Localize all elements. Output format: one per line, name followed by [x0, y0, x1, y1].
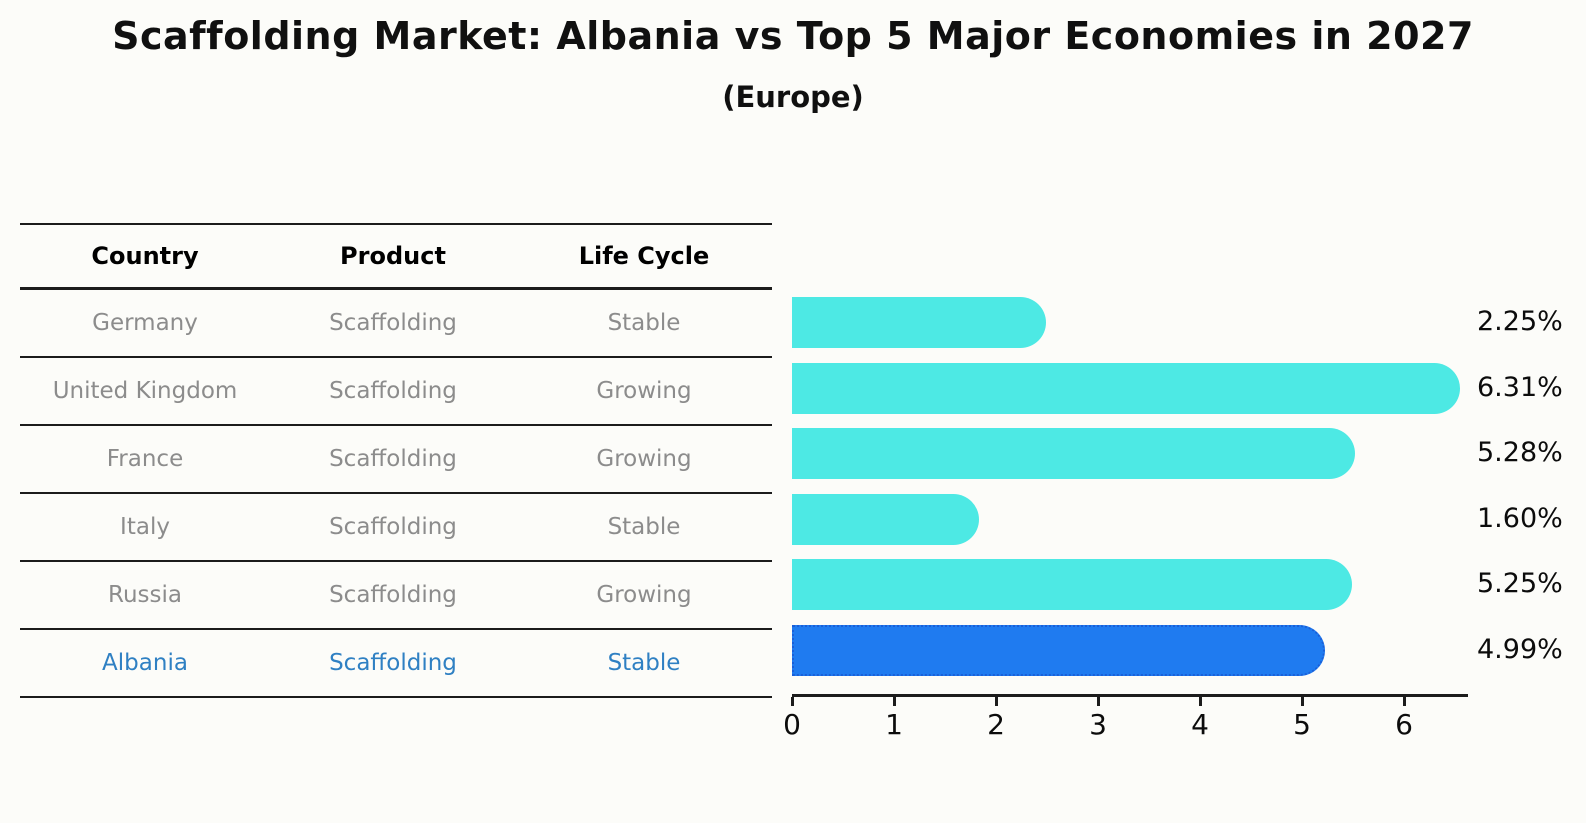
cell-product: Scaffolding — [329, 446, 457, 472]
bar-russia — [792, 559, 1352, 610]
column-header-life-cycle: Life Cycle — [578, 242, 710, 270]
cell-life-cycle: Stable — [607, 514, 681, 540]
table-row-italy: Italy Scaffolding Stable — [20, 494, 772, 562]
cell-product: Scaffolding — [329, 514, 457, 540]
x-axis-line — [792, 694, 1468, 697]
cell-product: Scaffolding — [329, 650, 457, 676]
cell-country: Russia — [108, 582, 182, 608]
cell-country: France — [106, 446, 184, 472]
x-tick-label-3: 3 — [1089, 708, 1107, 741]
x-tick-label-4: 4 — [1191, 708, 1209, 741]
cell-product: Scaffolding — [329, 378, 457, 404]
column-header-product: Product — [340, 242, 446, 270]
value-label-united-kingdom: 6.31% — [1477, 371, 1563, 403]
cell-product: Scaffolding — [329, 310, 457, 336]
table-row-france: France Scaffolding Growing — [20, 426, 772, 494]
cell-life-cycle: Growing — [596, 582, 692, 608]
value-label-germany: 2.25% — [1477, 305, 1563, 337]
value-label-italy: 1.60% — [1477, 502, 1563, 534]
cell-country: United Kingdom — [52, 378, 238, 404]
bar-france — [792, 428, 1355, 479]
cell-country: Albania — [102, 650, 188, 676]
x-tick-mark-4 — [1199, 697, 1202, 706]
bar-germany — [792, 297, 1046, 348]
cell-life-cycle: Stable — [607, 650, 681, 676]
x-tick-label-0: 0 — [783, 708, 801, 741]
value-label-france: 5.28% — [1477, 436, 1563, 468]
cell-life-cycle: Stable — [607, 310, 681, 336]
cell-life-cycle: Growing — [596, 378, 692, 404]
cell-country: Italy — [120, 514, 170, 540]
table-body: Germany Scaffolding Stable United Kingdom Sc… — [20, 290, 772, 698]
x-tick-mark-2 — [995, 697, 998, 706]
bar-united-kingdom — [792, 363, 1460, 414]
table-row-albania: Albania Scaffolding Stable — [20, 630, 772, 698]
column-header-country: Country — [91, 242, 199, 270]
x-tick-mark-0 — [791, 697, 794, 706]
cell-product: Scaffolding — [329, 582, 457, 608]
x-tick-mark-3 — [1097, 697, 1100, 706]
x-tick-label-1: 1 — [885, 708, 903, 741]
x-tick-mark-5 — [1301, 697, 1304, 706]
x-tick-label-6: 6 — [1395, 708, 1413, 741]
table-row-germany: Germany Scaffolding Stable — [20, 290, 772, 358]
x-tick-label-2: 2 — [987, 708, 1005, 741]
x-tick-label-5: 5 — [1293, 708, 1311, 741]
x-tick-mark-1 — [893, 697, 896, 706]
chart-subtitle: (Europe) — [722, 80, 864, 114]
chart-title: Scaffolding Market: Albania vs Top 5 Maj… — [112, 14, 1474, 58]
country-table: Country Product Life Cycle Germany Scaffo… — [20, 223, 772, 698]
value-label-albania: 4.99% — [1477, 633, 1563, 665]
table-row-russia: Russia Scaffolding Growing — [20, 562, 772, 630]
cell-life-cycle: Growing — [596, 446, 692, 472]
value-label-russia: 5.25% — [1477, 567, 1563, 599]
bar-albania — [792, 625, 1325, 676]
table-header-row: Country Product Life Cycle — [20, 223, 772, 290]
x-tick-mark-6 — [1403, 697, 1406, 706]
table-row-united-kingdom: United Kingdom Scaffolding Growing — [20, 358, 772, 426]
cell-country: Germany — [92, 310, 198, 336]
bar-italy — [792, 494, 979, 545]
